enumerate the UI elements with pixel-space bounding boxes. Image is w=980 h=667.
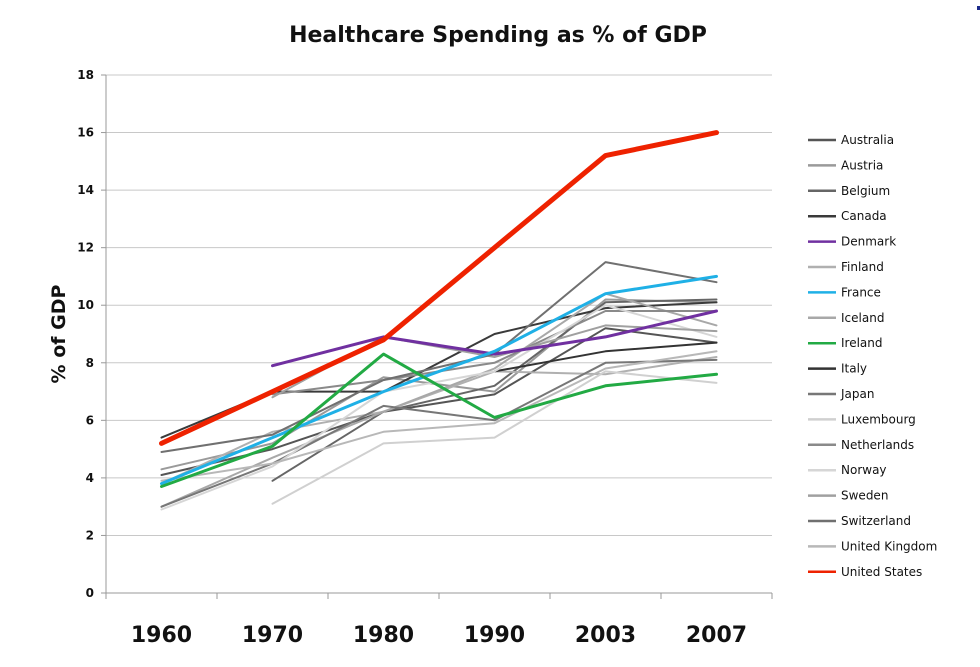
series-line-united-states (159, 130, 719, 446)
legend-label: Australia (841, 133, 894, 147)
x-tick-label: 2007 (686, 623, 747, 648)
legend-label: France (841, 285, 881, 299)
y-tick-label: 16 (77, 126, 94, 140)
series-line-italy (493, 341, 718, 373)
x-tick-label: 2003 (575, 623, 636, 648)
x-tick-labels: 1960 1970 1980 1990 2003 2007 (131, 623, 747, 648)
legend-item-japan: Japan (808, 387, 874, 401)
x-tick-label: 1960 (131, 623, 192, 648)
gridlines (101, 74, 772, 594)
series-line-denmark (271, 309, 718, 368)
legend-label: Iceland (841, 311, 884, 325)
x-tick-label: 1980 (353, 623, 414, 648)
series-lines (159, 130, 719, 511)
legend: Australia Austria Belgium Canada Denmark Finl… (808, 133, 937, 579)
legend-label: Denmark (841, 235, 896, 249)
chart-title: Healthcare Spending as % of GDP (289, 23, 707, 48)
series-line-united-kingdom (160, 350, 718, 482)
x-tick-label: 1990 (464, 623, 525, 648)
legend-item-belgium: Belgium (808, 184, 890, 198)
legend-label: Netherlands (841, 438, 914, 452)
y-tick-label: 6 (86, 413, 94, 427)
legend-label: Luxembourg (841, 412, 916, 426)
legend-label: Belgium (841, 184, 890, 198)
legend-item-luxembourg: Luxembourg (808, 412, 916, 426)
series-line-finland (160, 356, 718, 485)
x-tick-label: 1970 (242, 623, 303, 648)
legend-item-france: France (808, 285, 881, 299)
series-line-luxembourg (271, 370, 718, 505)
legend-item-united-states: United States (808, 565, 922, 579)
legend-item-netherlands: Netherlands (808, 438, 914, 452)
y-tick-label: 10 (77, 298, 94, 312)
y-tick-label: 2 (86, 528, 94, 542)
axes (105, 75, 773, 599)
legend-label: Japan (840, 387, 874, 401)
y-tick-label: 4 (86, 471, 94, 485)
legend-label: Norway (841, 463, 887, 477)
legend-item-united-kingdom: United Kingdom (808, 539, 937, 553)
y-tick-label: 8 (86, 356, 94, 370)
legend-label: Switzerland (841, 514, 911, 528)
legend-item-ireland: Ireland (808, 336, 883, 350)
corner-mark (977, 6, 980, 10)
series-line-australia (160, 327, 718, 476)
legend-item-austria: Austria (808, 158, 883, 172)
series-line-france (160, 274, 718, 486)
legend-label: Austria (841, 158, 883, 172)
legend-item-denmark: Denmark (808, 235, 896, 249)
y-tick-labels: 0 2 4 6 8 10 12 14 16 18 (77, 68, 94, 600)
y-tick-label: 12 (77, 241, 94, 255)
legend-label: United States (841, 565, 922, 579)
legend-label: Italy (841, 362, 867, 376)
legend-item-norway: Norway (808, 463, 887, 477)
legend-label: Ireland (841, 336, 883, 350)
legend-item-australia: Australia (808, 133, 894, 147)
legend-item-sweden: Sweden (808, 489, 888, 503)
legend-label: United Kingdom (841, 539, 937, 553)
y-axis-label: % of GDP (48, 284, 70, 383)
legend-item-switzerland: Switzerland (808, 514, 911, 528)
legend-label: Canada (841, 209, 887, 223)
series-line-norway (160, 304, 718, 511)
y-tick-label: 0 (86, 586, 94, 600)
y-tick-label: 14 (77, 183, 94, 197)
series-line-ireland (160, 352, 718, 488)
legend-label: Finland (841, 260, 884, 274)
legend-item-canada: Canada (808, 209, 887, 223)
series-line-japan (160, 358, 718, 508)
legend-item-iceland: Iceland (808, 311, 884, 325)
series-line-belgium (271, 298, 718, 482)
legend-item-italy: Italy (808, 362, 867, 376)
series-line-switzerland (160, 261, 718, 453)
legend-item-finland: Finland (808, 260, 884, 274)
y-tick-label: 18 (77, 68, 94, 82)
legend-label: Sweden (841, 489, 888, 503)
